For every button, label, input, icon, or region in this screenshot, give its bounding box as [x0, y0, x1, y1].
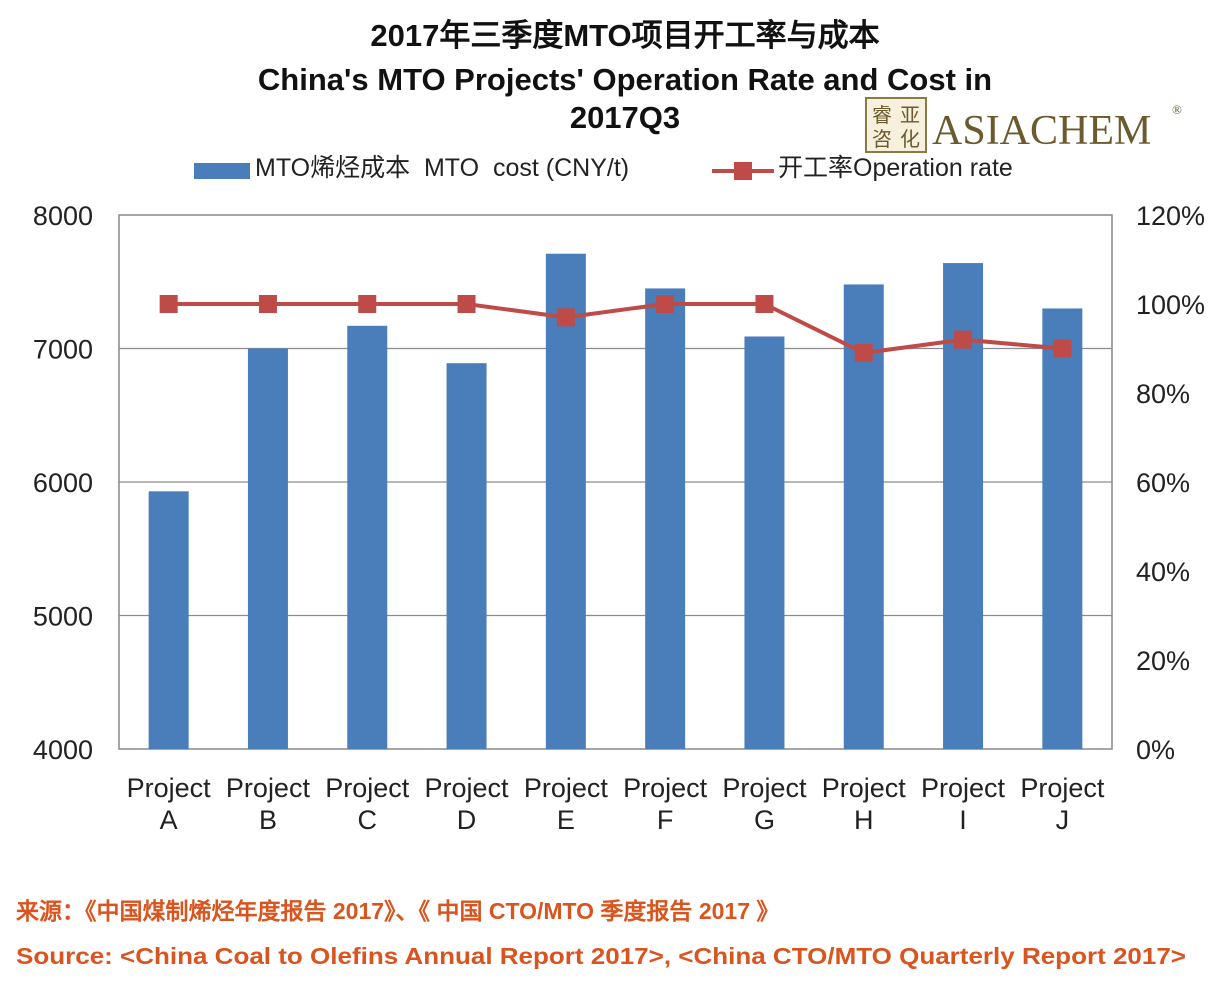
operation-rate-polyline	[168, 302, 1063, 355]
chart-title-en-line2: 2017Q3	[570, 100, 680, 135]
legend-line-marker	[734, 162, 752, 180]
right-axis-tick-label: 20%	[1136, 646, 1190, 676]
operation-rate-marker	[556, 308, 575, 327]
x-axis-tick-label-line2: B	[259, 805, 277, 835]
right-axis-tick-label: 60%	[1136, 468, 1190, 498]
right-axis-tick-label: 120%	[1136, 201, 1205, 231]
operation-rate-marker	[457, 295, 476, 313]
x-axis-tick-label-line1: Project	[325, 773, 410, 803]
logo-seal-char-4: 化	[900, 128, 920, 151]
x-axis-tick-label-line1: Project	[921, 773, 1006, 803]
logo-seal-char-1: 睿	[872, 104, 892, 127]
left-axis-tick-label: 5000	[33, 602, 93, 632]
x-axis-tick-label-line2: J	[1056, 805, 1070, 835]
left-axis-tick-label: 8000	[33, 201, 93, 231]
logo-seal	[865, 97, 927, 153]
logo-registered-mark: ®	[1172, 102, 1182, 117]
right-axis-tick-label: 0%	[1136, 735, 1175, 765]
left-axis-ticks: 4000 5000 6000 7000 8000	[33, 201, 93, 765]
x-axis-ticks: ProjectAProjectBProjectCProjectDProjectE…	[127, 773, 1105, 835]
cost-bar	[446, 363, 487, 749]
logo-seal-char-3: 咨	[872, 128, 892, 151]
x-axis-tick-label-line1: Project	[822, 773, 907, 803]
chart-title-en-line1: China's MTO Projects' Operation Rate and…	[258, 62, 992, 97]
operation-rate-marker	[656, 295, 675, 313]
right-axis-tick-label: 80%	[1136, 379, 1190, 409]
operation-rate-marker	[1053, 339, 1072, 358]
logo-seal-char-2: 亚	[900, 105, 920, 127]
x-axis-tick-label-line2: C	[358, 805, 378, 835]
cost-bar	[744, 336, 785, 749]
legend: MTO烯烃成本 MTO cost (CNY/t) 开工率Operation ra…	[194, 154, 1013, 182]
cost-bar	[247, 348, 288, 749]
source-cn: 来源：《中国煤制烯烃年度报告 2017》、《 中国 CTO/MTO 季度报告 2…	[16, 898, 779, 924]
operation-rate-marker	[755, 295, 774, 313]
left-axis-tick-label: 7000	[33, 335, 93, 365]
operation-rate-marker	[159, 295, 178, 313]
chart-title-cn: 2017年三季度MTO项目开工率与成本	[370, 18, 879, 53]
x-axis-tick-label-line2: I	[959, 805, 967, 835]
left-axis-tick-label: 4000	[33, 735, 93, 765]
cost-bar	[1042, 308, 1083, 749]
cost-bar	[545, 253, 586, 749]
x-axis-tick-label-line1: Project	[127, 773, 212, 803]
x-axis-tick-label-line2: H	[854, 805, 874, 835]
x-axis-tick-label-line2: G	[754, 805, 775, 835]
logo-wordmark: ASIACHEM	[932, 108, 1151, 154]
x-axis-tick-label-line1: Project	[722, 773, 807, 803]
x-axis-tick-label-line1: Project	[226, 773, 311, 803]
right-axis-tick-label: 40%	[1136, 557, 1190, 587]
x-axis-tick-label-line2: A	[160, 805, 178, 835]
x-axis-tick-label-line2: F	[657, 805, 674, 835]
x-axis-tick-label-line1: Project	[524, 773, 609, 803]
x-axis-tick-label-line2: D	[457, 805, 477, 835]
asiachem-logo: 睿 亚 咨 化 ASIACHEM ®	[865, 97, 1182, 154]
legend-bar-swatch	[194, 163, 250, 179]
left-axis-tick-label: 6000	[33, 468, 93, 498]
right-axis-ticks: 0% 20% 40% 60% 80% 100% 120%	[1136, 201, 1205, 765]
x-axis-tick-label-line1: Project	[623, 773, 708, 803]
cost-bar	[347, 325, 388, 749]
operation-rate-line	[159, 295, 1072, 362]
x-axis-tick-label-line1: Project	[425, 773, 510, 803]
cost-bar	[148, 491, 189, 749]
x-axis-tick-label-line1: Project	[1020, 773, 1105, 803]
x-axis-tick-label-line2: E	[557, 805, 575, 835]
source-en: Source: <China Coal to Olefins Annual Re…	[16, 943, 1186, 969]
right-axis-tick-label: 100%	[1136, 290, 1205, 320]
operation-rate-marker	[854, 343, 873, 362]
legend-line-label: 开工率Operation rate	[778, 154, 1013, 182]
operation-rate-marker	[358, 295, 377, 313]
cost-bar	[645, 288, 686, 749]
legend-bar-label: MTO烯烃成本 MTO cost (CNY/t)	[255, 154, 629, 182]
operation-rate-marker	[954, 330, 973, 349]
operation-rate-marker	[258, 295, 277, 313]
